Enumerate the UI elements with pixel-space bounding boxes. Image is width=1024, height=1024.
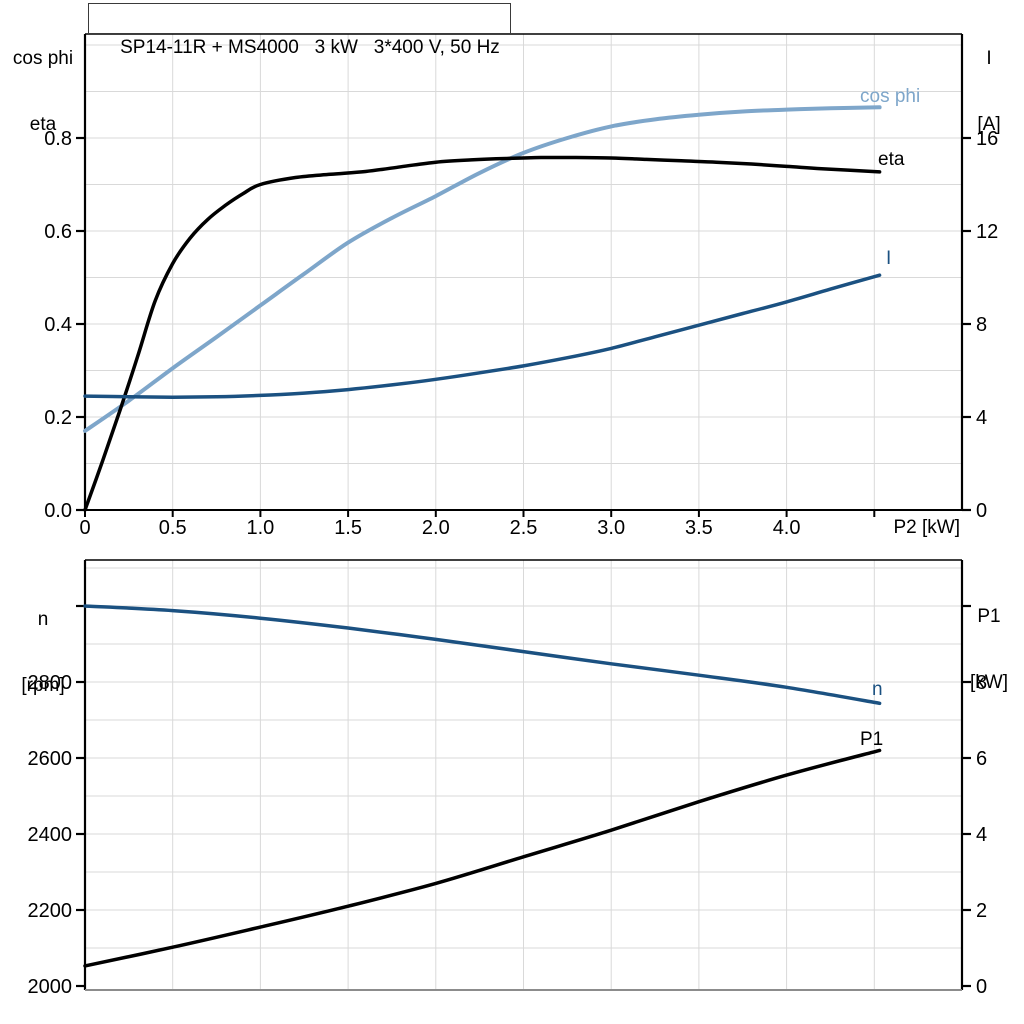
cos-phi-axis-text: cos phi [12,48,74,69]
top-left-axis-label: cos phi eta [4,4,82,180]
curve-label-cos-phi: cos phi [860,86,920,107]
left-axis-tick-label: 0.6 [44,221,72,243]
right-axis-tick-label: 0 [976,976,987,998]
x-axis-tick-label: 4.0 [773,517,801,539]
p1-axis-text: P1 [977,606,1001,627]
x-axis-tick-label: 2.0 [422,517,450,539]
left-axis-tick-label: 2400 [28,824,73,846]
x-axis-tick-label: 3.0 [597,517,625,539]
curve-n [83,604,882,706]
speed-axis-text: n [37,609,49,630]
right-axis-tick-label: 6 [976,748,987,770]
right-axis-tick-label: 0 [976,500,987,522]
top-right-axis-label: I [A] [960,4,1018,180]
chart-title-box: SP14-11R + MS4000 3 kW 3*400 V, 50 Hz [88,3,511,58]
left-axis-tick-label: 2800 [28,672,73,694]
x-axis-tick-label: 1.0 [246,517,274,539]
right-axis-tick-label: 16 [976,128,998,150]
left-axis-tick-label: 0.4 [44,314,72,336]
ampere-unit-text: [A] [977,114,1001,135]
curve-label-n: n [872,679,883,700]
x-axis-label: P2 [kW] [893,517,960,538]
right-axis-tick-label: 8 [976,672,987,694]
current-axis-text: I [986,48,992,69]
curve-label-P1: P1 [860,729,883,750]
curve-I [83,273,882,399]
x-axis-tick-label: 3.5 [685,517,713,539]
x-axis-tick-label: 2.5 [510,517,538,539]
right-axis-tick-label: 4 [976,824,987,846]
right-axis-tick-label: 2 [976,900,987,922]
bottom-right-axis-label: P1 [kW] [958,562,1020,738]
chart-title: SP14-11R + MS4000 3 kW 3*400 V, 50 Hz [120,37,500,58]
left-axis-tick-label: 0.0 [44,500,72,522]
x-axis-tick-label: 1.5 [334,517,362,539]
x-axis-tick-label: 0.5 [159,517,187,539]
kw-unit-text: [kW] [970,672,1008,693]
left-axis-tick-label: 2600 [28,748,73,770]
curve-P1 [83,748,882,968]
right-axis-tick-label: 4 [976,407,987,429]
curve-label-I: I [886,248,891,269]
x-axis-tick-label: 0 [79,517,90,539]
right-axis-tick-label: 8 [976,314,987,336]
curve-cos-phi [83,105,882,433]
curve-label-eta: eta [878,149,905,170]
left-axis-tick-label: 2200 [28,900,73,922]
left-axis-tick-label: 2000 [28,976,73,998]
eta-axis-text: eta [29,114,57,135]
left-axis-tick-label: 0.2 [44,407,72,429]
left-axis-tick-label: 0.8 [44,128,72,150]
bottom-left-axis-label: n [rpm] [4,565,82,741]
right-axis-tick-label: 12 [976,221,998,243]
curve-eta [83,155,882,512]
rpm-unit-text: [rpm] [21,675,65,696]
